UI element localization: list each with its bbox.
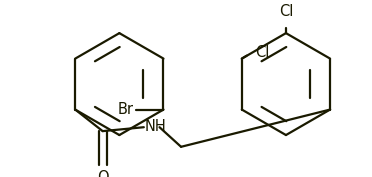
Text: Br: Br bbox=[118, 102, 134, 117]
Text: NH: NH bbox=[145, 119, 167, 134]
Text: Cl: Cl bbox=[279, 4, 293, 19]
Text: O: O bbox=[97, 170, 109, 177]
Text: Cl: Cl bbox=[256, 45, 270, 60]
